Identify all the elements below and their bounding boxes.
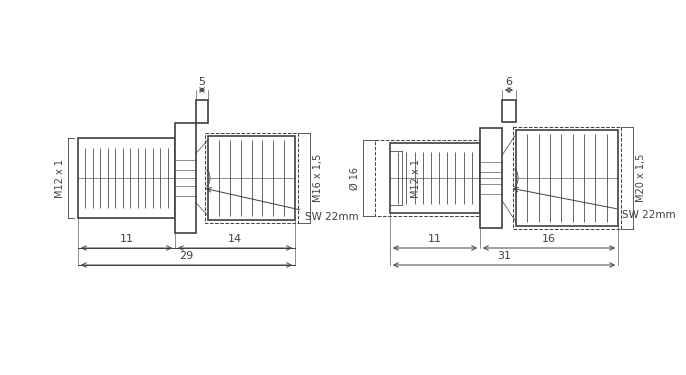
Bar	[502, 100, 516, 122]
Text: 31: 31	[497, 251, 511, 261]
Bar	[480, 128, 502, 228]
Text: SW 22mm: SW 22mm	[206, 188, 359, 222]
Text: M12 x 1: M12 x 1	[55, 159, 65, 198]
Text: 11: 11	[428, 234, 442, 244]
Text: Ø 16: Ø 16	[350, 166, 360, 189]
Bar	[516, 130, 618, 226]
Bar	[78, 138, 175, 218]
Text: M12 x 1: M12 x 1	[411, 159, 421, 198]
Text: 14: 14	[228, 234, 242, 244]
Text: 11: 11	[119, 234, 134, 244]
Bar	[208, 136, 295, 220]
Text: 16: 16	[542, 234, 556, 244]
Bar	[513, 127, 621, 229]
Bar	[375, 140, 492, 216]
Text: M20 x 1,5: M20 x 1,5	[636, 154, 646, 202]
Text: SW 22mm: SW 22mm	[514, 188, 676, 220]
Text: 5: 5	[198, 77, 206, 87]
Bar	[205, 133, 298, 223]
Bar	[175, 123, 196, 233]
Text: 6: 6	[506, 77, 512, 87]
Bar	[196, 100, 208, 123]
Bar	[390, 143, 480, 213]
Text: M16 x 1,5: M16 x 1,5	[313, 154, 323, 202]
Text: 29: 29	[179, 251, 193, 261]
